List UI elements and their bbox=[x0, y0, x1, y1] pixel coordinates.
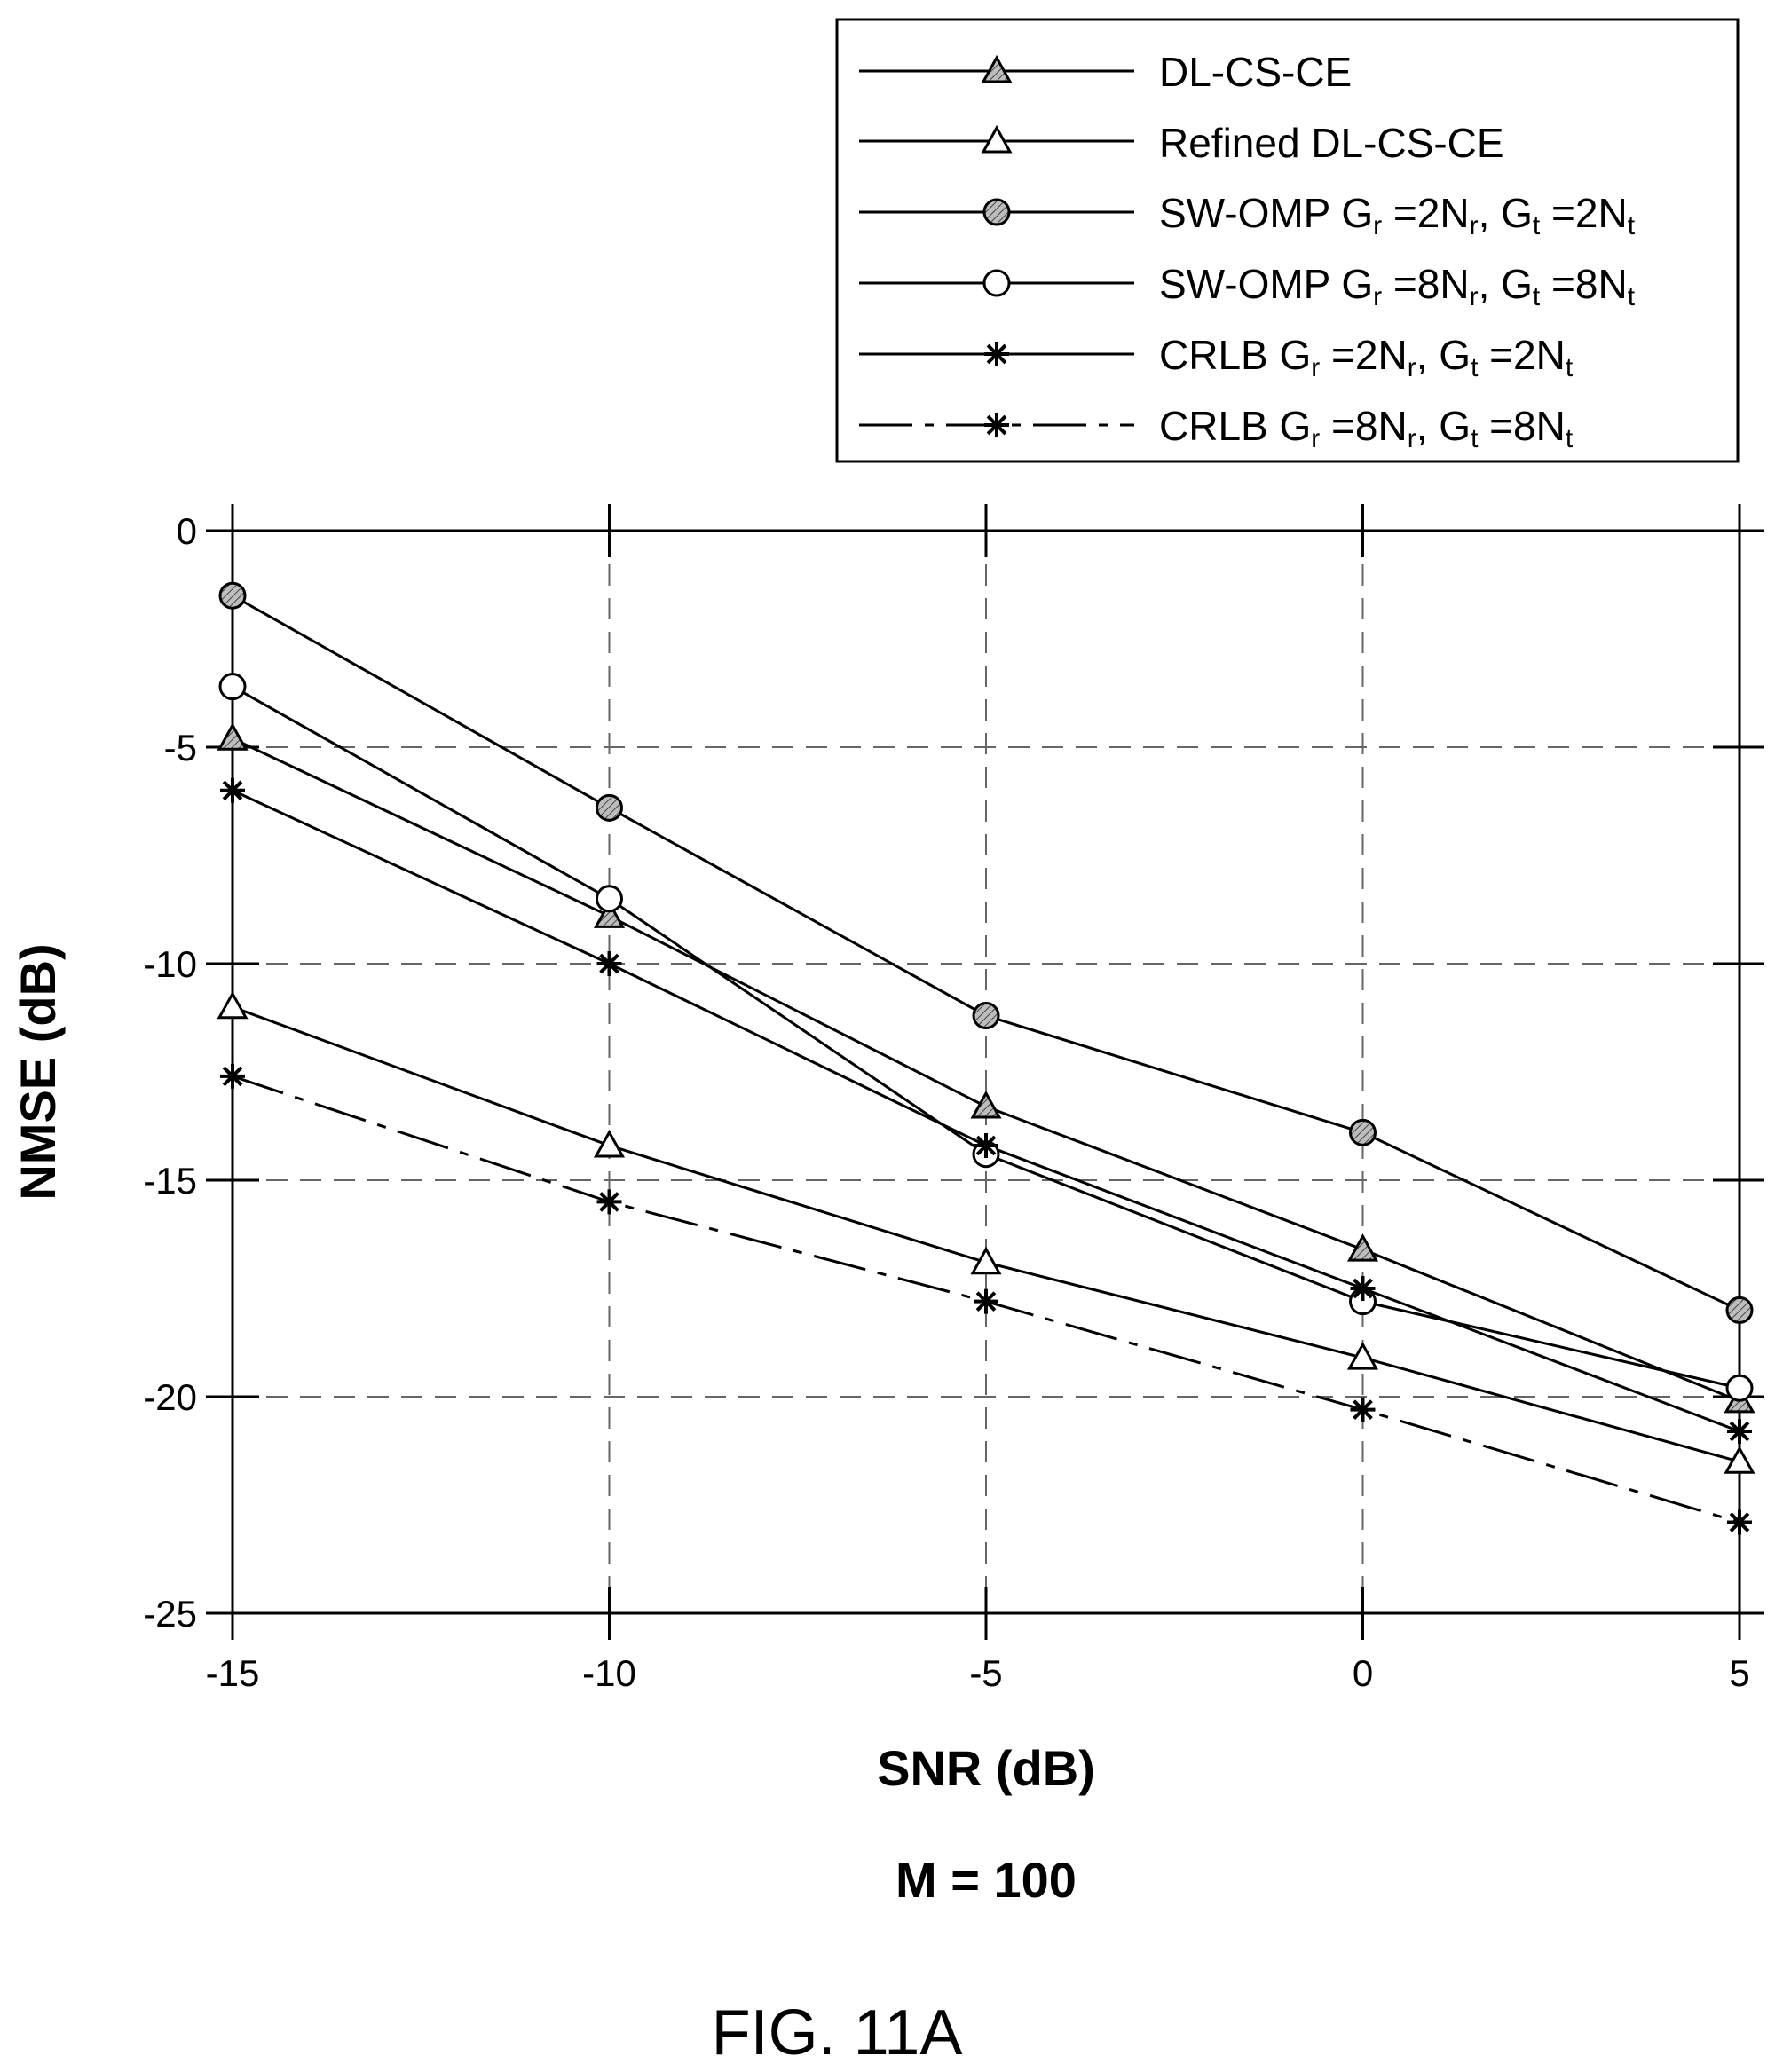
legend-frame bbox=[835, 18, 1740, 463]
legend-label-crlb-2n: CRLB Gr =2Nr, Gt =2Nt bbox=[1159, 332, 1574, 382]
data-point-series-2 bbox=[218, 581, 247, 610]
x-tick-label: -10 bbox=[582, 1652, 636, 1694]
data-point-series-4 bbox=[220, 777, 245, 803]
legend-marker-0 bbox=[981, 54, 1013, 83]
x-tick-label: -15 bbox=[206, 1652, 260, 1694]
legend-label-crlb-8n: CRLB Gr =8Nr, Gt =8Nt bbox=[1159, 403, 1574, 453]
legend-label-sw-omp-8n: SW-OMP Gr =8Nr, Gt =8Nt bbox=[1159, 261, 1636, 311]
legend-label-dl-cs-ce: DL-CS-CE bbox=[1159, 49, 1352, 95]
y-tick-label: -5 bbox=[164, 727, 197, 768]
data-point-series-1 bbox=[217, 990, 249, 1020]
legend: DL-CS-CE Refined DL-CS-CE SW-OMP Gr =2Nr… bbox=[835, 18, 1740, 463]
y-tick-label: -10 bbox=[143, 943, 197, 985]
legend-item-dl-cs-ce: DL-CS-CE bbox=[859, 49, 1352, 95]
y-tick-label: -20 bbox=[143, 1376, 197, 1418]
data-point-series-5 bbox=[1350, 1397, 1376, 1422]
y-tick-label: -25 bbox=[143, 1593, 197, 1635]
legend-marker-5 bbox=[984, 413, 1009, 437]
grid-lines bbox=[233, 531, 1764, 1613]
y-axis-title: NMSE (dB) bbox=[10, 943, 66, 1200]
data-point-series-2 bbox=[972, 1002, 1000, 1030]
x-tick-label: 0 bbox=[1353, 1652, 1373, 1694]
data-point-series-3 bbox=[1725, 1374, 1754, 1402]
data-point-series-1 bbox=[1346, 1341, 1379, 1370]
legend-label-sw-omp-2n: SW-OMP Gr =2Nr, Gt =2Nt bbox=[1159, 190, 1636, 240]
legend-label-refined-dl-cs-ce: Refined DL-CS-CE bbox=[1159, 120, 1504, 166]
data-point-series-2 bbox=[1725, 1296, 1754, 1324]
legend-marker-2 bbox=[982, 198, 1011, 226]
series-markers bbox=[217, 581, 1755, 1535]
chart-subtitle: M = 100 bbox=[895, 1852, 1077, 1908]
data-point-series-5 bbox=[596, 1189, 622, 1215]
data-point-series-5 bbox=[1727, 1509, 1752, 1535]
tick-labels: -15 -10 -5 0 5 0 -5 -10 -15 -20 -25 bbox=[143, 510, 1749, 1694]
data-point-series-4 bbox=[1350, 1276, 1376, 1301]
data-point-series-1 bbox=[593, 1129, 626, 1158]
data-point-series-0 bbox=[593, 900, 626, 928]
data-point-series-5 bbox=[974, 1288, 998, 1314]
legend-item-refined-dl-cs-ce: Refined DL-CS-CE bbox=[859, 120, 1504, 166]
y-tick-label: 0 bbox=[177, 510, 197, 552]
data-point-series-0 bbox=[1346, 1233, 1379, 1262]
legend-item-sw-omp-8n: SW-OMP Gr =8Nr, Gt =8Nt bbox=[859, 261, 1636, 311]
data-point-series-4 bbox=[974, 1132, 998, 1158]
figure-caption: FIG. 11A bbox=[712, 1997, 963, 2068]
data-point-series-4 bbox=[1727, 1419, 1752, 1445]
legend-marker-4 bbox=[984, 342, 1009, 366]
data-point-series-1 bbox=[970, 1246, 1002, 1275]
data-point-series-3 bbox=[596, 885, 623, 913]
legend-item-sw-omp-2n: SW-OMP Gr =2Nr, Gt =2Nt bbox=[859, 190, 1636, 240]
x-tick-label: 5 bbox=[1729, 1652, 1749, 1694]
tick-marks bbox=[206, 504, 1764, 1640]
data-point-series-4 bbox=[596, 951, 622, 976]
data-point-series-1 bbox=[1724, 1446, 1755, 1474]
data-point-series-3 bbox=[218, 673, 247, 701]
data-point-series-0 bbox=[217, 722, 249, 751]
legend-marker-1 bbox=[981, 124, 1013, 154]
axes bbox=[231, 504, 1764, 1640]
data-point-series-2 bbox=[596, 793, 623, 822]
legend-marker-3 bbox=[982, 269, 1011, 297]
legend-item-crlb-2n: CRLB Gr =2Nr, Gt =2Nt bbox=[859, 332, 1574, 382]
legend-item-crlb-8n: CRLB Gr =8Nr, Gt =8Nt bbox=[859, 403, 1574, 453]
data-point-series-5 bbox=[220, 1063, 245, 1089]
data-point-series-0 bbox=[970, 1090, 1002, 1119]
y-tick-label: -15 bbox=[143, 1160, 197, 1201]
x-axis-title: SNR (dB) bbox=[877, 1740, 1095, 1796]
legend-markers bbox=[981, 54, 1013, 437]
data-point-series-2 bbox=[1349, 1118, 1377, 1146]
x-tick-label: -5 bbox=[969, 1652, 1002, 1694]
